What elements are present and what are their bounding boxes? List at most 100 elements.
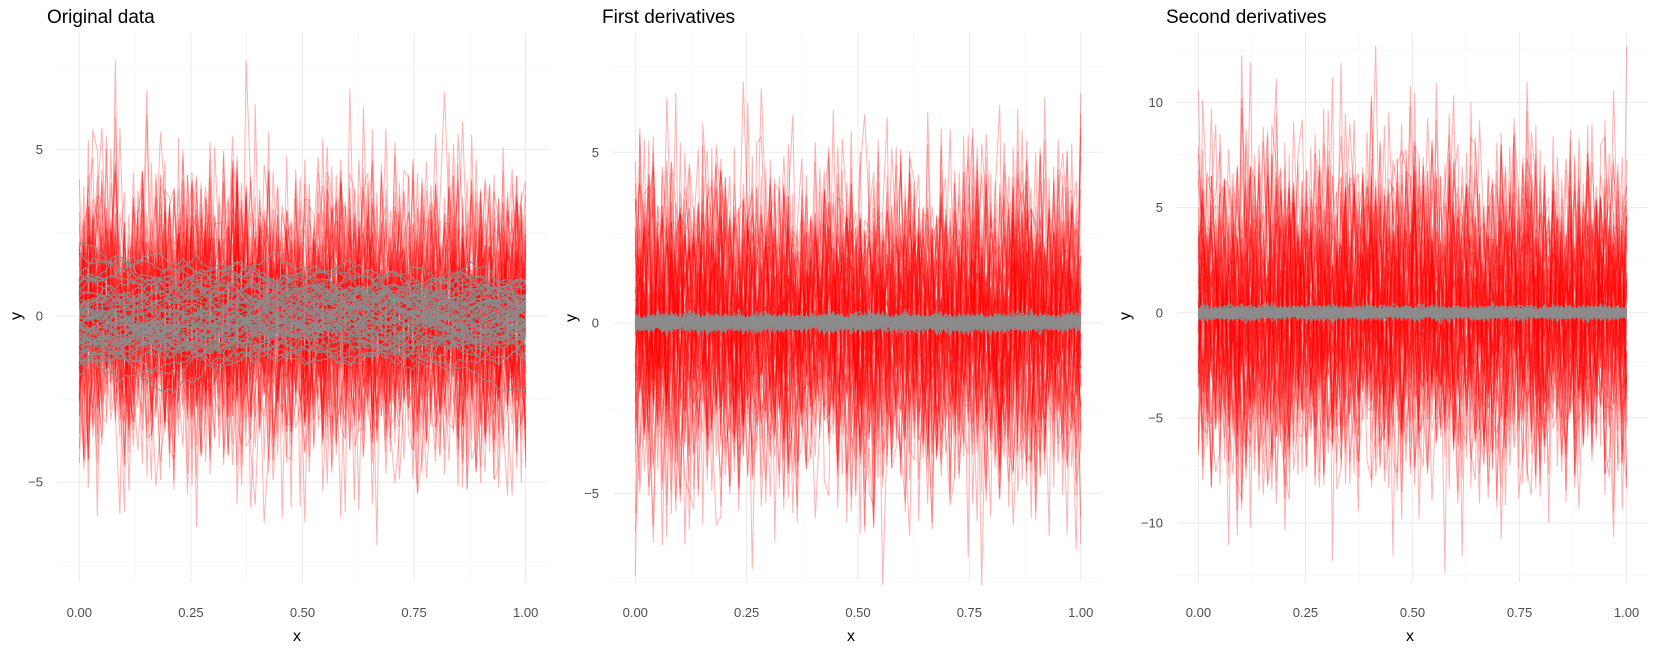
y-tick-label: 0 xyxy=(36,308,43,323)
grey-series-line xyxy=(78,275,527,313)
red-series-line xyxy=(78,169,527,523)
red-series-line xyxy=(1197,125,1628,482)
panel-title: First derivatives xyxy=(602,7,735,28)
red-series-line xyxy=(634,170,1082,474)
grey-series-line xyxy=(78,272,526,320)
x-tick-label: 0.75 xyxy=(401,605,426,620)
red-series-line xyxy=(634,114,1082,586)
grey-series-line xyxy=(78,309,526,367)
grey-series-line xyxy=(1197,303,1627,322)
red-series-line xyxy=(78,127,527,516)
red-series-line xyxy=(634,141,1082,518)
red-series-line xyxy=(634,134,1082,523)
panel-original-data: Original data 0.00 0.25 0.50 0.75 1.00 −5 0 5 x… xyxy=(8,7,548,645)
series-layer xyxy=(634,81,1082,586)
red-series-line xyxy=(1197,62,1628,509)
red-series-line xyxy=(1197,129,1628,472)
grey-series-group xyxy=(1197,300,1628,326)
grey-series-line xyxy=(79,314,527,363)
red-series-line xyxy=(634,139,1082,528)
y-axis-label: y xyxy=(8,312,25,320)
red-series-line xyxy=(634,186,1082,470)
x-tick-label: 1.00 xyxy=(513,605,538,620)
grey-series-line xyxy=(78,321,526,392)
y-tick-label: 0 xyxy=(592,315,599,330)
red-series-line xyxy=(1197,151,1628,495)
red-series-line xyxy=(1197,146,1628,561)
red-series-line xyxy=(1197,106,1628,511)
red-series-line xyxy=(1197,119,1628,486)
grey-series-line xyxy=(79,298,527,340)
red-series-line xyxy=(78,143,527,524)
red-series-line xyxy=(634,138,1082,570)
red-series-line xyxy=(634,88,1082,527)
red-series-line xyxy=(634,97,1082,532)
red-series-line xyxy=(1197,101,1628,485)
x-tick-label: 0.25 xyxy=(178,605,203,620)
red-series-line xyxy=(634,137,1082,542)
red-series-line xyxy=(1197,152,1628,479)
red-series-line xyxy=(634,114,1082,477)
red-series-line xyxy=(634,158,1081,522)
red-series-line xyxy=(634,171,1082,518)
red-series-line xyxy=(634,179,1082,550)
red-series-line xyxy=(1197,113,1628,519)
y-tick-label: −10 xyxy=(1141,516,1163,531)
tick-labels: 0.00 0.25 0.50 0.75 1.00 −10 −5 0 5 10 xyxy=(1141,95,1639,620)
grey-series-line xyxy=(78,325,527,364)
x-tick-label: 0.50 xyxy=(845,605,870,620)
red-series-line xyxy=(1197,134,1628,540)
red-series-line xyxy=(1197,111,1628,503)
grey-series-line xyxy=(1198,304,1627,320)
x-tick-label: 0.00 xyxy=(623,605,648,620)
red-series-line xyxy=(78,168,527,475)
red-series-line xyxy=(1197,108,1628,487)
red-series-line xyxy=(1197,46,1628,557)
red-series-line xyxy=(1197,135,1628,489)
red-series-line xyxy=(634,168,1082,521)
red-series-line xyxy=(634,161,1082,514)
x-axis-label: x xyxy=(1406,628,1414,645)
red-series-line xyxy=(634,133,1082,515)
series-layer xyxy=(78,59,527,546)
red-series-line xyxy=(1197,82,1628,478)
tick-labels: 0.00 0.25 0.50 0.75 1.00 −5 0 5 xyxy=(28,142,538,620)
red-series-line xyxy=(634,139,1082,558)
grey-series-group xyxy=(634,307,1082,338)
grey-series-line xyxy=(78,274,526,322)
x-tick-label: 1.00 xyxy=(1614,605,1639,620)
panel-title: Second derivatives xyxy=(1166,7,1327,28)
red-series-line xyxy=(634,138,1082,529)
grey-series-line xyxy=(78,258,527,331)
red-series-line xyxy=(634,214,1082,512)
grid xyxy=(57,33,548,582)
red-series-line xyxy=(634,142,1082,478)
red-series-line xyxy=(78,90,527,528)
grey-series-line xyxy=(79,266,527,315)
grey-series-line xyxy=(634,308,1082,331)
red-series-line xyxy=(634,130,1082,546)
x-tick-label: 0.50 xyxy=(1400,605,1425,620)
grey-series-line xyxy=(78,318,526,394)
red-series-line xyxy=(634,151,1082,493)
panel-second-derivatives: Second derivatives 0.00 0.25 0.50 0.75 1.00 −… xyxy=(1117,7,1648,645)
red-series-line xyxy=(1197,122,1628,476)
red-series-line xyxy=(634,146,1082,496)
red-series-line xyxy=(1197,62,1628,468)
red-series-line xyxy=(1197,174,1628,528)
red-series-line xyxy=(635,102,1082,482)
x-axis-label: x xyxy=(847,628,855,645)
grey-series-line xyxy=(78,293,527,344)
red-series-line xyxy=(78,148,527,501)
red-series-line xyxy=(634,155,1082,507)
x-tick-label: 0.75 xyxy=(1507,605,1532,620)
x-tick-label: 1.00 xyxy=(1068,605,1093,620)
red-series-line xyxy=(1197,157,1628,491)
x-axis-label: x xyxy=(293,628,301,645)
x-tick-label: 0.25 xyxy=(734,605,759,620)
red-series-line xyxy=(634,130,1082,543)
x-tick-label: 0.00 xyxy=(1186,605,1211,620)
red-series-line xyxy=(634,108,1082,488)
x-tick-label: 0.25 xyxy=(1293,605,1318,620)
